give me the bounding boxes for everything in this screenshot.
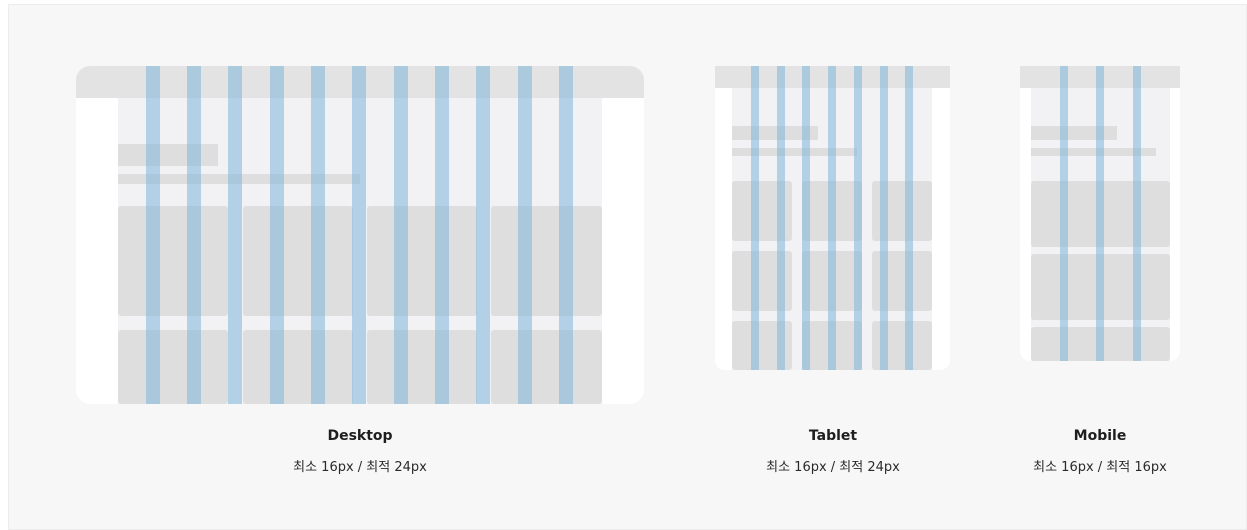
margin-spec-label: 최소 16px / 최적 24px bbox=[293, 460, 427, 475]
device-name-label: Desktop bbox=[327, 428, 393, 444]
mobile-grid-column bbox=[1060, 66, 1068, 361]
mobile-grid-column bbox=[1096, 66, 1104, 361]
tablet-grid-column bbox=[828, 66, 836, 370]
tablet-grid-column bbox=[880, 66, 888, 370]
device-name-label: Mobile bbox=[1073, 428, 1127, 444]
tablet-subheading-placeholder bbox=[732, 148, 857, 156]
desktop-caption: Desktop 최소 16px / 최적 24px bbox=[260, 428, 460, 478]
tablet-grid-column bbox=[905, 66, 913, 370]
tablet-grid-column bbox=[802, 66, 810, 370]
desktop-card bbox=[367, 206, 477, 316]
mobile-frame bbox=[1020, 66, 1180, 361]
desktop-grid-column bbox=[394, 66, 408, 404]
desktop-card bbox=[118, 330, 228, 404]
tablet-grid-column bbox=[854, 66, 862, 370]
desktop-grid-column bbox=[518, 66, 532, 404]
desktop-card bbox=[118, 206, 228, 316]
mobile-grid-column bbox=[1133, 66, 1141, 361]
tablet-grid-column bbox=[751, 66, 759, 370]
desktop-grid-column bbox=[476, 66, 490, 404]
desktop-grid-column bbox=[311, 66, 325, 404]
desktop-card bbox=[491, 206, 602, 316]
desktop-grid-column bbox=[187, 66, 201, 404]
desktop-grid-column bbox=[146, 66, 160, 404]
mobile-heading-placeholder bbox=[1031, 126, 1117, 140]
margin-spec-label: 최소 16px / 최적 16px bbox=[1033, 460, 1167, 475]
desktop-grid-column bbox=[435, 66, 449, 404]
desktop-grid-column bbox=[270, 66, 284, 404]
desktop-heading-placeholder bbox=[118, 144, 218, 166]
device-name-label: Tablet bbox=[808, 428, 858, 444]
mobile-subheading-placeholder bbox=[1031, 148, 1156, 156]
tablet-frame bbox=[715, 66, 950, 370]
tablet-grid-column bbox=[777, 66, 785, 370]
desktop-card bbox=[243, 206, 353, 316]
desktop-grid-column bbox=[559, 66, 573, 404]
tablet-caption: Tablet 최소 16px / 최적 24px bbox=[733, 428, 933, 478]
desktop-grid-column bbox=[352, 66, 366, 404]
desktop-card bbox=[491, 330, 602, 404]
desktop-card bbox=[367, 330, 477, 404]
desktop-grid-column bbox=[228, 66, 242, 404]
margin-spec-label: 최소 16px / 최적 24px bbox=[766, 460, 900, 475]
mobile-caption: Mobile 최소 16px / 최적 16px bbox=[1000, 428, 1200, 478]
desktop-frame bbox=[76, 66, 644, 404]
desktop-card bbox=[243, 330, 353, 404]
